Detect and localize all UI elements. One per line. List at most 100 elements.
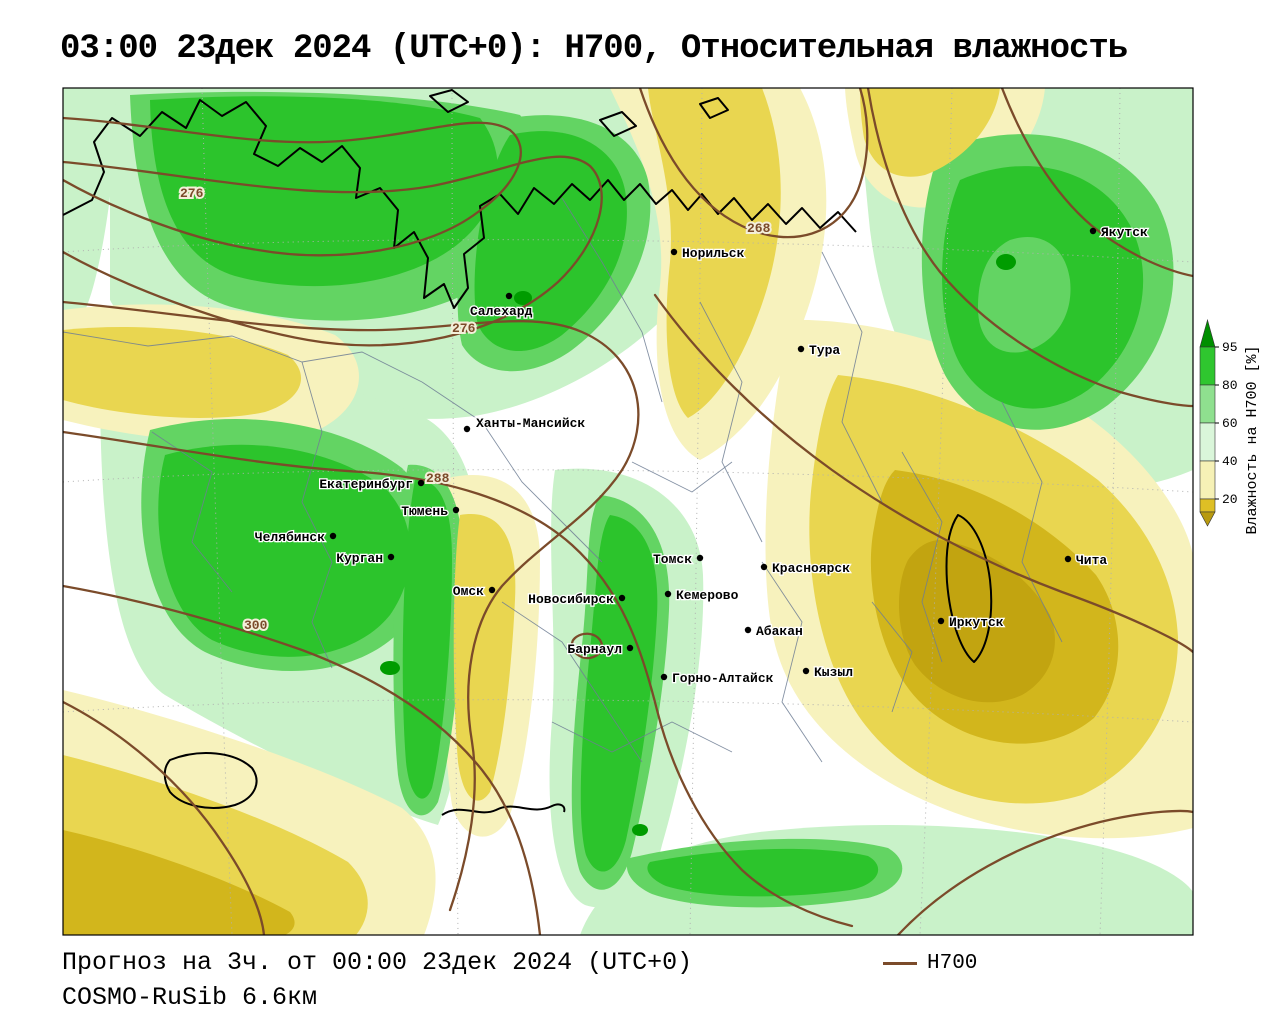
h700-legend-label: H700: [927, 952, 978, 975]
contour-layer: [63, 88, 1193, 935]
city-label: Иркутск: [949, 615, 1004, 630]
city-label: Новосибирск: [528, 592, 614, 607]
h700-line-sample: [883, 962, 917, 965]
city-dot: [802, 667, 810, 675]
city-label: Челябинск: [255, 530, 325, 545]
lake-outline: [163, 752, 258, 809]
city: Ханты-Мансийск: [463, 415, 587, 433]
city: Чита: [1064, 552, 1109, 569]
city: Челябинск: [254, 529, 337, 546]
city: Томск: [652, 551, 704, 568]
colorbar-tick-label: 20: [1222, 492, 1238, 507]
city-label: Томск: [653, 552, 692, 567]
city-label: Чита: [1076, 553, 1107, 568]
river-line: [441, 803, 566, 816]
colorbar-ticks: 95 80 60 40 20: [1215, 340, 1238, 507]
colorbar-segment: [1199, 422, 1216, 462]
city-label: Салехард: [470, 304, 533, 319]
city-dot: [1064, 555, 1072, 563]
city-label: Тюмень: [401, 504, 448, 519]
city-label: Абакан: [756, 624, 803, 639]
h700-legend: H700: [883, 952, 977, 975]
island: [599, 111, 637, 137]
city-label: Ханты-Мансийск: [476, 416, 585, 431]
city: Тура: [797, 342, 842, 359]
city-layer: Норильск Якутск Салехард Тура Ханты-Мансийск…: [254, 224, 1150, 688]
city-dot: [626, 644, 634, 652]
city: Омск: [452, 583, 496, 600]
city-label: Норильск: [682, 246, 745, 261]
city-dot: [488, 586, 496, 594]
city-dot: [937, 617, 945, 625]
city-dot: [660, 673, 668, 681]
city: Кызыл: [802, 664, 854, 681]
map-frame: [62, 87, 1194, 936]
city: Барнаул: [566, 641, 634, 658]
island: [429, 89, 469, 113]
city-dot: [329, 532, 337, 540]
contour-value-label: 268: [747, 221, 771, 236]
city-label: Тура: [809, 343, 840, 358]
city-dot: [387, 553, 395, 561]
island: [699, 97, 729, 119]
city-dot: [744, 626, 752, 634]
humidity-field-layer: [63, 88, 1193, 935]
city-dot: [797, 345, 805, 353]
city-label: Омск: [453, 584, 484, 599]
colorbar-segments: [1199, 318, 1216, 527]
colorbar-segment: [1199, 384, 1216, 424]
city: Салехард: [469, 292, 534, 320]
colorbar-segment: [1199, 498, 1216, 513]
colorbar-tick-label: 40: [1222, 454, 1238, 469]
city-dot: [452, 506, 460, 514]
city-dot: [505, 292, 513, 300]
city: Тюмень: [400, 503, 460, 520]
model-line: COSMO-RuSib 6.6км: [62, 983, 318, 1012]
coastline-layer: [63, 89, 993, 816]
city-dot: [760, 563, 768, 571]
contour-value-label: 300: [244, 618, 268, 633]
contour-value-label: 276: [452, 321, 476, 336]
contour-value-label: 276: [180, 186, 204, 201]
city-dot: [664, 590, 672, 598]
city-label: Якутск: [1101, 225, 1148, 240]
city-label: Кызыл: [814, 665, 853, 680]
arctic-coastline: [63, 99, 857, 309]
graticule-layer: [63, 88, 1193, 935]
contour-label-layer: 276 268 276 288 300: [178, 184, 773, 635]
lake-baikal-outline: [945, 514, 993, 663]
city: Красноярск: [760, 560, 851, 577]
colorbar-segment: [1199, 318, 1216, 348]
city-dot: [618, 594, 626, 602]
city: Кемерово: [664, 587, 740, 604]
city: Новосибирск: [527, 591, 626, 608]
region-border-layer: [63, 197, 1063, 763]
city-dot: [463, 425, 471, 433]
city: Абакан: [744, 623, 804, 640]
city-label: Екатеринбург: [319, 477, 413, 492]
colorbar-segment: [1199, 346, 1216, 386]
contour-value-label: 288: [426, 471, 450, 486]
city: Екатеринбург: [318, 476, 425, 493]
city-label: Красноярск: [772, 561, 850, 576]
city: Норильск: [670, 245, 746, 262]
city: Якутск: [1089, 224, 1149, 241]
city-dot: [417, 479, 425, 487]
colorbar-tick-label: 80: [1222, 378, 1238, 393]
page-title: 03:00 23дек 2024 (UTC+0): H700, Относите…: [60, 30, 1128, 68]
city: Курган: [335, 550, 395, 567]
colorbar-tick-label: 60: [1222, 416, 1238, 431]
city-label: Курган: [336, 551, 383, 566]
colorbar: 95 80 60 40 20 Влажность на H700 [%]: [1199, 318, 1261, 535]
colorbar-axis-label: Влажность на H700 [%]: [1244, 345, 1261, 534]
city-dot: [696, 554, 704, 562]
city-dot: [1089, 227, 1097, 235]
colorbar-tick-label: 95: [1222, 340, 1238, 355]
colorbar-segment: [1199, 511, 1216, 527]
city-label: Кемерово: [676, 588, 739, 603]
city: Иркутск: [937, 614, 1005, 631]
forecast-line: Прогноз на 3ч. от 00:00 23дек 2024 (UTC+…: [62, 948, 693, 977]
city-dot: [670, 248, 678, 256]
